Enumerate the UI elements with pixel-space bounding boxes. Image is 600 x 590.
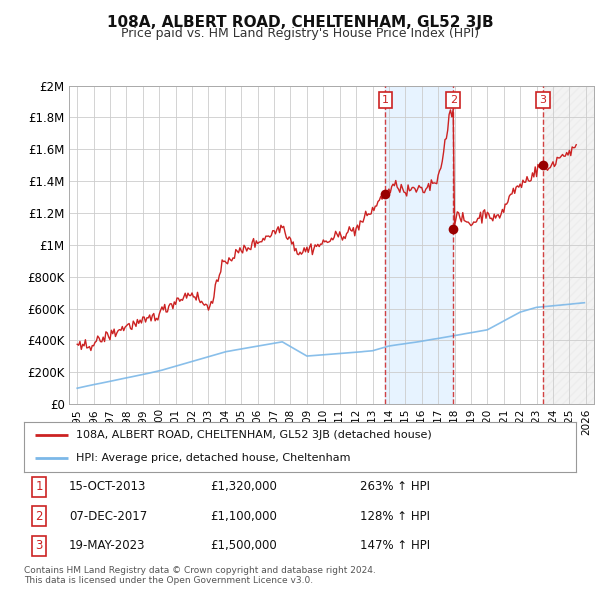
Text: £1,320,000: £1,320,000 [210,480,277,493]
Bar [543,86,594,404]
Text: Price paid vs. HM Land Registry's House Price Index (HPI): Price paid vs. HM Land Registry's House … [121,27,479,40]
Text: 07-DEC-2017: 07-DEC-2017 [69,510,147,523]
Text: 2: 2 [449,95,457,105]
Text: 1: 1 [35,480,43,493]
Text: £1,500,000: £1,500,000 [210,539,277,552]
Text: 108A, ALBERT ROAD, CHELTENHAM, GL52 3JB (detached house): 108A, ALBERT ROAD, CHELTENHAM, GL52 3JB … [76,430,432,440]
Text: This data is licensed under the Open Government Licence v3.0.: This data is licensed under the Open Gov… [24,576,313,585]
Text: 3: 3 [35,539,43,552]
Text: 15-OCT-2013: 15-OCT-2013 [69,480,146,493]
Text: 19-MAY-2023: 19-MAY-2023 [69,539,146,552]
Text: £1,100,000: £1,100,000 [210,510,277,523]
Text: Contains HM Land Registry data © Crown copyright and database right 2024.: Contains HM Land Registry data © Crown c… [24,566,376,575]
Text: 108A, ALBERT ROAD, CHELTENHAM, GL52 3JB: 108A, ALBERT ROAD, CHELTENHAM, GL52 3JB [107,15,493,30]
Text: 2: 2 [35,510,43,523]
Text: 128% ↑ HPI: 128% ↑ HPI [360,510,430,523]
Text: 263% ↑ HPI: 263% ↑ HPI [360,480,430,493]
Bar [385,86,453,404]
Text: HPI: Average price, detached house, Cheltenham: HPI: Average price, detached house, Chel… [76,454,351,464]
Text: 1: 1 [382,95,389,105]
Text: 3: 3 [539,95,547,105]
Text: 147% ↑ HPI: 147% ↑ HPI [360,539,430,552]
